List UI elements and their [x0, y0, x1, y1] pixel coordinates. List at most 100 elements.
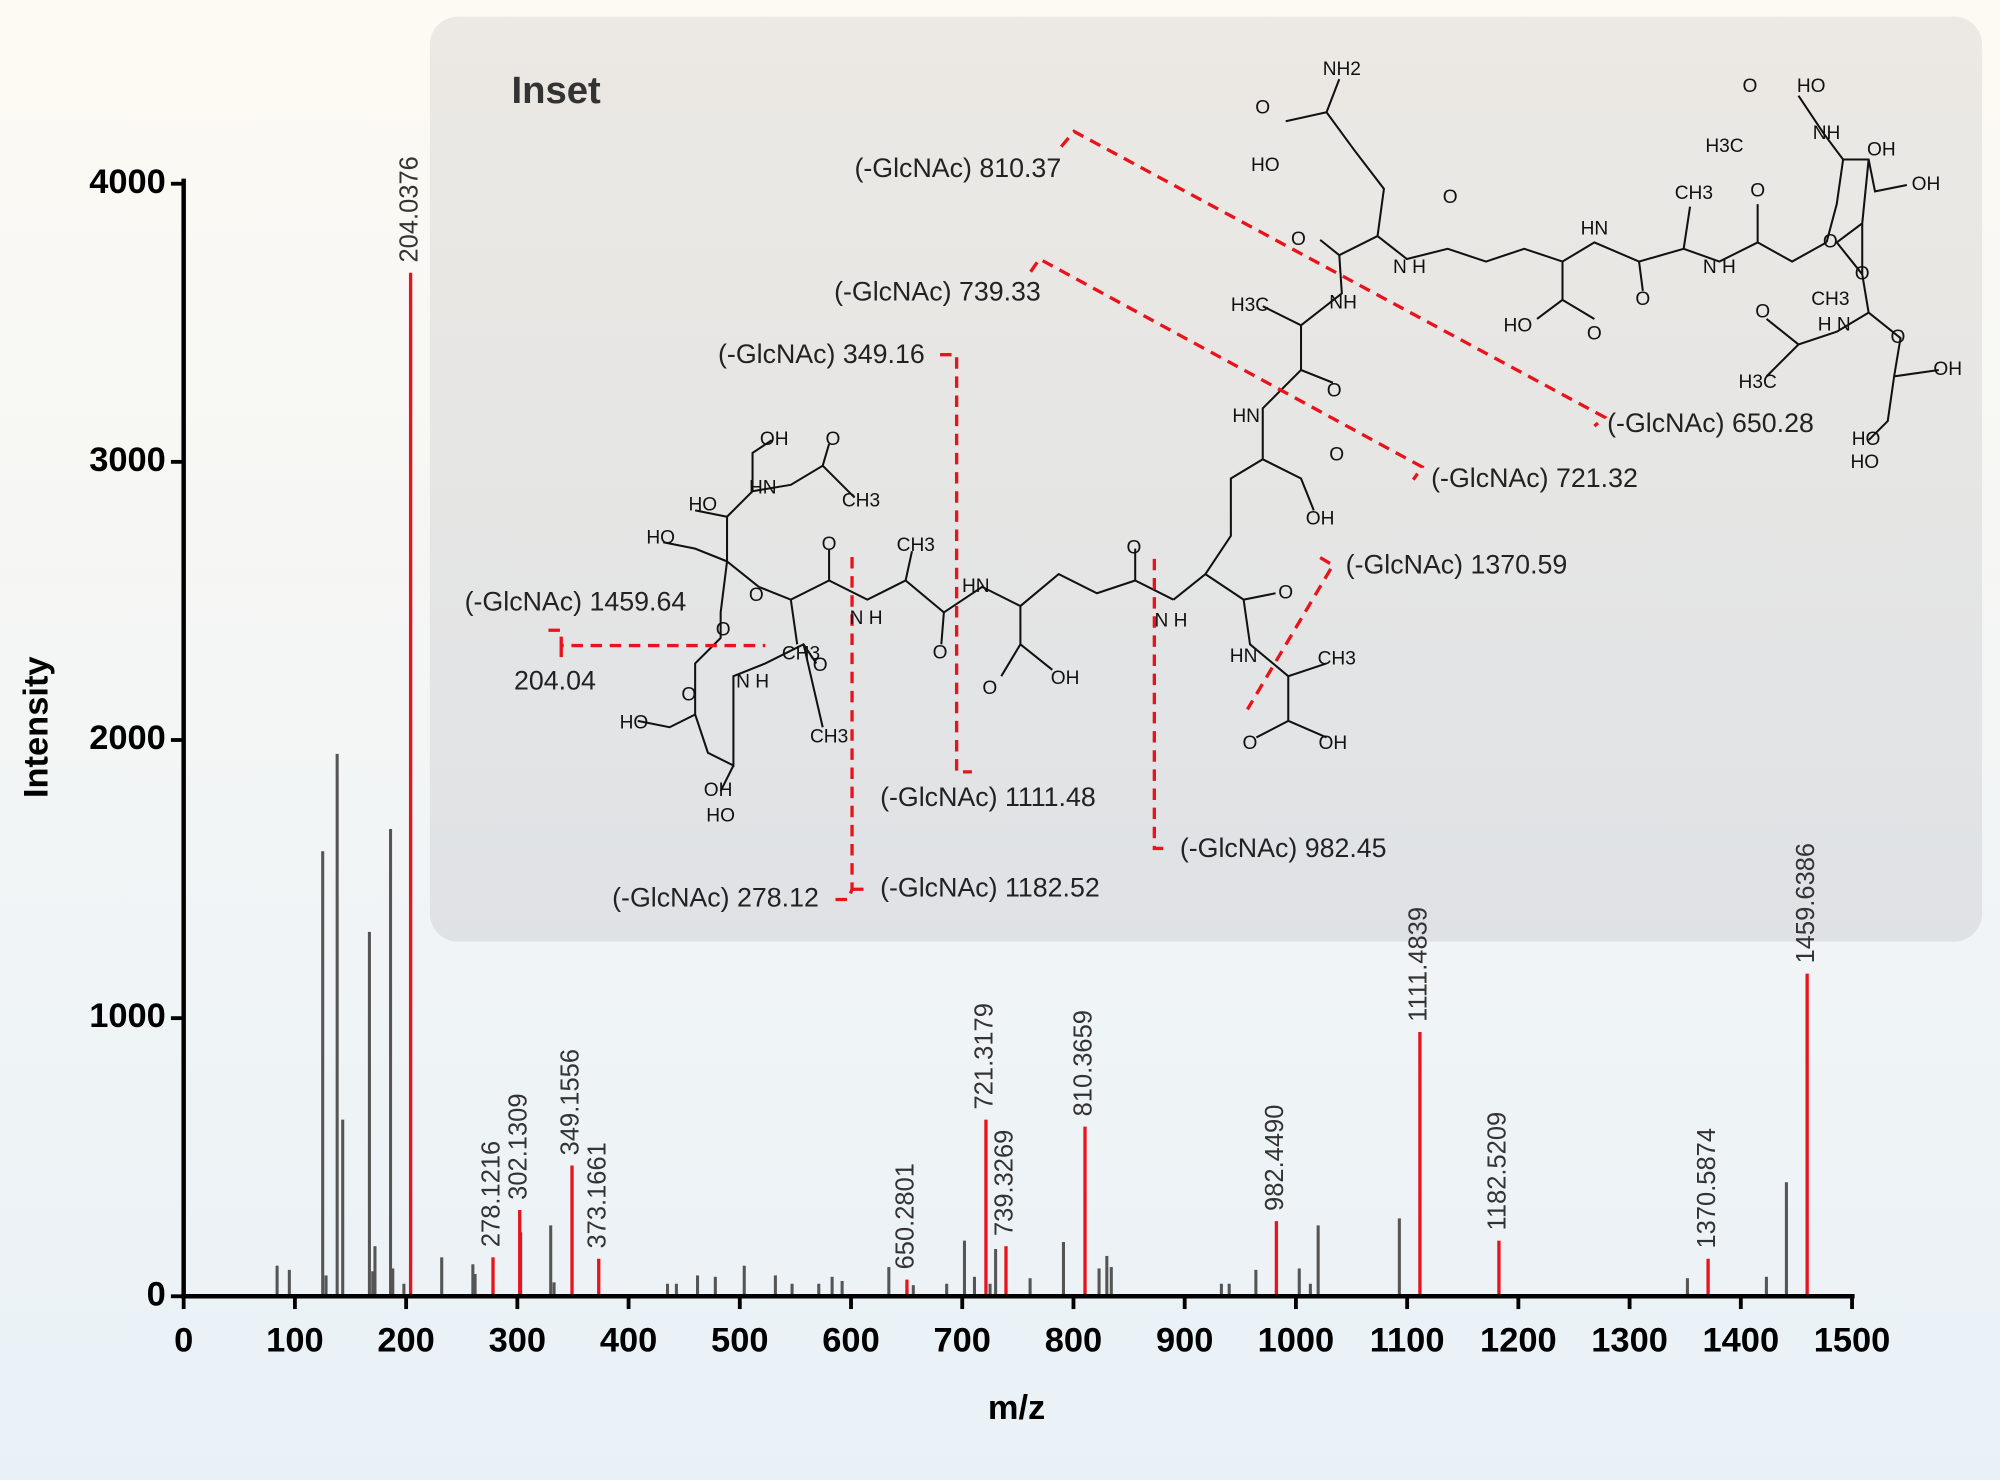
atom-label: CH3: [1318, 649, 1356, 670]
x-tick-label: 300: [489, 1321, 546, 1359]
atom-label: O: [1823, 231, 1838, 252]
atom-label: O: [1750, 180, 1765, 201]
atom-label: O: [1255, 97, 1270, 118]
atom-label: N H: [1393, 257, 1426, 278]
atom-label: H3C: [1739, 372, 1777, 393]
atom-label: HN: [1232, 406, 1260, 427]
atom-label: N H: [736, 672, 769, 693]
x-tick-label: 400: [600, 1321, 657, 1359]
atom-label: OH: [1051, 668, 1080, 689]
y-tick-label: 0: [147, 1275, 166, 1313]
atom-label: H3C: [1705, 136, 1743, 157]
atom-label: HO: [1797, 76, 1826, 97]
x-tick-label: 1500: [1814, 1321, 1891, 1359]
y-tick-label: 1000: [89, 997, 166, 1035]
atom-label: HN: [1230, 646, 1258, 667]
peak-label: 1182.5209: [1484, 1112, 1512, 1231]
peak-label: 349.1556: [557, 1049, 585, 1155]
fragment-label: (-GlcNAc) 278.12: [612, 883, 819, 913]
atom-label: CH3: [782, 644, 820, 665]
atom-label: O: [933, 642, 948, 663]
atom-label: O: [1443, 187, 1458, 208]
atom-label: HO: [646, 527, 675, 548]
atom-label: O: [1855, 263, 1870, 284]
atom-label: NH2: [1323, 59, 1361, 80]
atom-label: O: [1329, 445, 1344, 466]
peak-label: 739.3269: [991, 1130, 1019, 1236]
fragment-label: (-GlcNAc) 982.45: [1180, 833, 1387, 863]
atom-label: N H: [850, 608, 883, 629]
atom-label: O: [1243, 733, 1258, 754]
peak-label: 302.1309: [504, 1093, 532, 1199]
atom-label: O: [1891, 327, 1906, 348]
atom-label: O: [1126, 538, 1141, 559]
x-tick-label: 1200: [1480, 1321, 1557, 1359]
atom-label: OH: [760, 429, 789, 450]
atom-label: HO: [706, 806, 735, 827]
atom-label: HN: [749, 478, 777, 499]
y-axis-title: Intensity: [17, 656, 55, 798]
x-tick-label: 1400: [1703, 1321, 1780, 1359]
atom-label: N H: [1703, 257, 1736, 278]
peak-label: 373.1661: [583, 1142, 611, 1248]
atom-label: O: [1755, 302, 1770, 323]
atom-label: HO: [620, 712, 649, 733]
atom-label: CH3: [810, 726, 848, 747]
atom-label: H N: [1818, 314, 1851, 335]
peak-label: 278.1216: [478, 1141, 506, 1247]
atom-label: OH: [1912, 174, 1941, 195]
atom-label: O: [982, 678, 997, 699]
atom-label: O: [1635, 289, 1650, 310]
atom-label: N H: [1154, 610, 1187, 631]
atom-label: O: [681, 684, 696, 705]
molecule-skeleton: [637, 78, 1939, 792]
atom-label: CH3: [1811, 289, 1849, 310]
fragment-label: (-GlcNAc) 721.32: [1431, 463, 1638, 493]
fragment-label: 204.04: [514, 666, 596, 696]
atom-label: NH: [1813, 123, 1841, 144]
fragment-cuts: [548, 129, 1608, 902]
x-tick-label: 1300: [1591, 1321, 1668, 1359]
atom-label: O: [716, 619, 731, 640]
atom-label: OH: [1933, 359, 1962, 380]
y-tick-label: 2000: [89, 719, 166, 757]
atom-label: CH3: [897, 535, 935, 556]
fragment-label: (-GlcNAc) 1459.64: [465, 587, 687, 617]
atom-label: HO: [688, 494, 717, 515]
atom-label: OH: [704, 780, 733, 801]
atom-label: H3C: [1231, 295, 1269, 316]
atom-label: OH: [1306, 508, 1335, 529]
x-tick-label: 100: [266, 1321, 323, 1359]
atom-label: NH: [1329, 293, 1357, 314]
x-tick-label: 900: [1156, 1321, 1213, 1359]
peak-label: 721.3179: [971, 1003, 999, 1109]
x-tick-label: 500: [711, 1321, 768, 1359]
atom-label: O: [1278, 582, 1293, 603]
x-tick-label: 1100: [1370, 1321, 1445, 1359]
y-tick-label: 3000: [89, 441, 166, 479]
atom-label: OH: [1319, 733, 1348, 754]
x-axis-title: m/z: [988, 1389, 1045, 1427]
inset-title: Inset: [511, 69, 601, 112]
atom-label: OH: [1867, 140, 1896, 161]
x-tick-label: 200: [377, 1321, 434, 1359]
fragment-label: (-GlcNAc) 739.33: [834, 277, 1041, 307]
atom-label: HO: [1504, 316, 1533, 337]
fragment-label: (-GlcNAc) 1111.48: [880, 782, 1096, 812]
atom-label: CH3: [1675, 183, 1713, 204]
atom-label: HO: [1251, 155, 1280, 176]
peak-label: 1370.5874: [1693, 1128, 1721, 1249]
x-tick-label: 700: [934, 1321, 991, 1359]
atom-label: O: [822, 534, 837, 555]
atom-label: O: [749, 585, 764, 606]
peak-label: 1111.4839: [1405, 907, 1433, 1022]
y-tick-label: 4000: [89, 163, 166, 201]
peak-label: 982.4490: [1261, 1105, 1289, 1211]
atom-label: HO: [1850, 452, 1879, 473]
peak-label: 650.2801: [892, 1163, 920, 1269]
atom-label: O: [1587, 323, 1602, 344]
atom-label: O: [1743, 76, 1758, 97]
fragment-label: (-GlcNAc) 349.16: [718, 339, 925, 369]
atom-label: HN: [962, 576, 990, 597]
